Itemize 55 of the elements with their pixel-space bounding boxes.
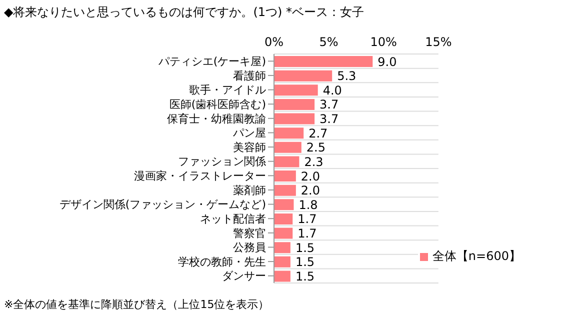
bar [274,184,296,196]
bar [274,56,373,67]
bar [274,156,300,168]
bar [274,98,315,110]
y-tick-label: 医師(歯科医師含む) [169,98,266,111]
data-label: 9.0 [378,54,397,69]
bar [274,213,293,224]
text: ※全体の値を基準に降順並び替え（上位15位を表示） [4,297,270,312]
data-label: 2.0 [300,184,320,198]
bar [274,84,318,96]
data-label: 1.5 [295,269,315,284]
bar [274,170,296,182]
bar [274,199,294,210]
bar [274,270,290,282]
data-label: 4.0 [322,83,342,98]
bar [274,128,304,139]
y-tick-label: パン屋 [232,126,266,140]
y-tick-label: 漫画家・イラストレーター [134,170,266,183]
chart-title: ◆将来なりたいと思っているものは何ですか。(1つ) *ベース：女子 [4,4,364,21]
y-tick-label: 美容師 [233,140,266,154]
y-tick-label: 公務員 [233,241,266,254]
data-label: 1.5 [295,240,315,255]
y-tick-label: ファッション関係 [178,155,266,168]
y-tick-label: デザイン関係(ファッション・ゲームなど) [59,198,266,212]
data-label: 1.7 [298,226,317,241]
data-label: 2.7 [308,126,328,140]
y-tick-label: 歌手・アイドル [189,84,266,97]
data-label: 2.3 [304,154,324,169]
bar [274,142,302,153]
x-tick-label: 15% [425,35,452,49]
bar [274,70,332,82]
y-tick-label: 看護師 [233,69,266,82]
y-tick-label: ダンサー [222,270,266,283]
data-label: 1.8 [298,198,318,212]
data-label: 2.0 [300,169,320,184]
bar [274,256,290,268]
data-label: 1.5 [295,255,315,270]
data-label: 1.7 [298,212,317,226]
y-tick-label: 薬剤師 [233,184,266,197]
legend-label: 全体【n=600】 [432,249,521,263]
bar [274,242,290,254]
x-tick-label: 5% [319,35,338,49]
data-label: 3.7 [320,98,339,112]
y-tick-label: 警察官 [233,226,266,240]
data-label: 2.5 [306,140,326,155]
data-label: 3.7 [320,112,339,126]
y-tick-label: ネット配信者 [200,212,266,226]
x-tick-label: 10% [370,35,397,49]
y-tick-label: 学校の教師・先生 [178,255,266,268]
data-label: 5.3 [337,69,356,84]
x-tick-label: 0% [264,35,284,49]
y-tick-label: 保育士・幼稚園教諭 [167,112,266,126]
bar [274,228,293,239]
y-tick-label: パティシエ(ケーキ屋) [157,55,266,68]
bar [274,113,315,124]
